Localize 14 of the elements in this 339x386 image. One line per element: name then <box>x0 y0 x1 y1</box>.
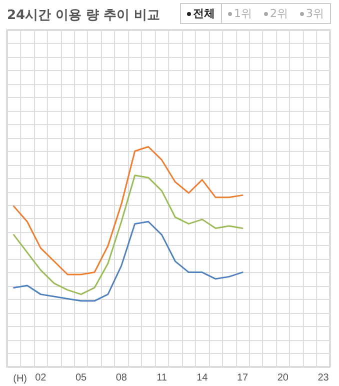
x-tick-label: 23 <box>318 372 330 384</box>
x-tick-label: 08 <box>116 372 128 384</box>
text: 1위 <box>233 6 253 22</box>
x-tick-label: 17 <box>236 372 249 384</box>
x-tick-label: 02 <box>35 372 47 384</box>
x-axis-title: (H) <box>13 374 27 384</box>
text: 전체 <box>181 4 222 23</box>
chart-title: 24시간 이용 량 추이 비교 <box>7 8 160 23</box>
x-tick-label: 14 <box>196 372 208 384</box>
text: 2위 <box>269 6 289 22</box>
x-tick-label: 11 <box>156 372 168 384</box>
x-tick-label: 20 <box>277 372 289 384</box>
x-tick-label: 05 <box>75 372 88 384</box>
text: 3위 <box>305 6 325 22</box>
